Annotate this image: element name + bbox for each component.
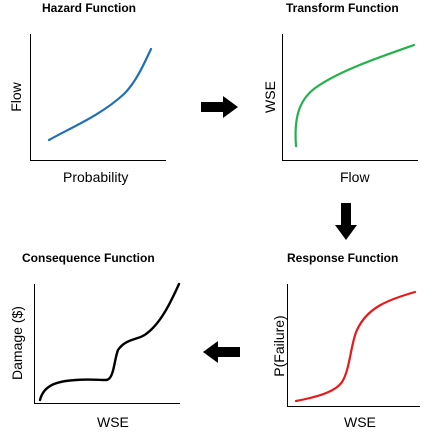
hazard-function-title: Hazard Function	[42, 1, 137, 15]
consequence-function-plot	[34, 282, 181, 404]
hazard-y-label: Flow	[8, 82, 24, 112]
right-arrow-icon	[201, 96, 238, 118]
consequence-y-label: Damage ($)	[9, 306, 25, 380]
down-arrow-icon	[335, 203, 357, 240]
response-function-title: Response Function	[287, 251, 399, 265]
hazard-axes	[30, 34, 166, 161]
consequence-axes	[34, 284, 180, 404]
response-curve	[294, 290, 417, 403]
transform-curve	[294, 43, 416, 148]
consequence-curve	[38, 282, 181, 402]
consequence-x-label: WSE	[97, 414, 129, 430]
consequence-function-title: Consequence Function	[22, 251, 155, 265]
hazard-function-plot	[30, 34, 166, 161]
left-arrow-icon	[203, 341, 240, 363]
response-x-label: WSE	[344, 414, 376, 430]
response-y-label: P(Failure)	[271, 315, 287, 377]
response-function-plot	[287, 284, 420, 407]
hazard-curve	[47, 47, 153, 142]
transform-function-plot	[282, 34, 418, 161]
transform-function-title: Transform Function	[286, 1, 399, 15]
hazard-x-label: Probability	[63, 169, 129, 185]
transform-y-label: WSE	[262, 81, 278, 113]
response-axes	[287, 284, 420, 407]
transform-axes	[282, 34, 418, 161]
transform-x-label: Flow	[340, 169, 370, 185]
